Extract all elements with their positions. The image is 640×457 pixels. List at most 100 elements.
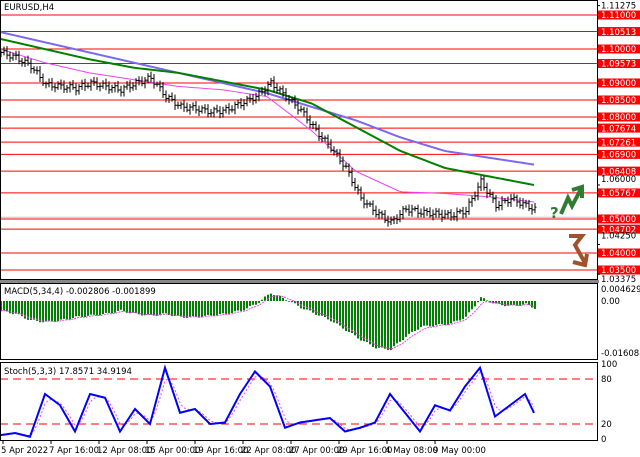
price-bar [101,80,105,89]
price-bar [47,78,51,88]
price-bar [398,209,402,223]
price-bar [161,82,165,98]
price-bar [533,202,537,214]
macd-panel-border [0,283,598,360]
price-bar [170,92,174,102]
price-bar [356,184,360,195]
price-bar [137,76,141,86]
price-bar [80,79,84,90]
level-label-bg [598,166,640,176]
stoch-y-tick-label: 0 [601,435,606,445]
price-bar [233,101,237,115]
price-bar [443,209,447,220]
price-bar [281,85,285,98]
price-bar [206,104,210,118]
price-bar [488,189,492,197]
level-label: 1.06900 [601,151,636,161]
price-bar [158,80,162,92]
price-bar [164,90,168,103]
price-bar [176,101,180,109]
price-bar [314,121,318,132]
price-bar [236,99,240,109]
price-bar [131,82,135,91]
price-bar [59,79,63,90]
price-bar [41,73,45,86]
price-bar [422,206,426,218]
price-bar [323,135,327,142]
price-bar [497,200,501,211]
price-bar [410,204,414,217]
level-label-bg [598,149,640,159]
price-bar [302,106,306,117]
price-bar [167,94,171,103]
price-bar [299,105,303,113]
price-bar [11,52,15,61]
price-bar [476,182,480,201]
price-bar [470,196,474,207]
price-bar [143,76,147,89]
price-bar [218,106,222,119]
macd-title: MACD(5,34,4) -0.002806 -0.001899 [4,287,156,297]
level-label-bg [598,214,640,224]
price-bar [515,194,519,207]
price-bar [482,175,486,191]
price-bar [524,199,528,208]
price-bar [5,45,9,60]
price-bar [77,84,81,95]
level-label-bg [598,44,640,54]
price-bar [455,207,459,222]
price-bar [113,82,117,93]
price-bar [275,83,279,94]
price-bar [362,193,366,209]
price-bar [173,94,177,110]
price-bar [374,205,378,218]
price-bar [437,208,441,218]
price-bar [506,196,510,207]
price-bar [257,88,261,102]
level-label: 1.07261 [601,138,636,148]
x-tick-label: 7 Apr 16:00 [49,446,99,456]
price-bar [290,97,294,104]
level-label-bg [598,27,640,37]
panel-separator [0,280,599,283]
price-bar [521,198,525,210]
price-bar [479,175,483,192]
price-bar [311,121,315,130]
price-bar [344,162,348,169]
price-bar [260,86,264,95]
y-tick-label: 1.03375 [601,275,636,285]
price-bar [32,66,36,74]
stoch-panel [0,364,597,438]
price-bar [215,104,219,114]
price-bar [227,103,231,115]
price-bar [329,139,333,153]
y-tick-label: 1.06000 [601,175,636,185]
level-label: 1.10000 [601,45,636,55]
price-bar [182,99,186,112]
price-bar [152,73,156,89]
forecast-up-arrow-icon: ? [550,184,584,222]
x-tick-label: 19 Apr 16:00 [193,446,248,456]
macd-signal-line [0,295,536,350]
price-bar [254,92,258,104]
price-bar [191,102,195,111]
macd-y-tick-label: 0.004629 [601,285,640,295]
price-bar [128,80,132,93]
stoch-title: Stoch(5,3,3) 17.8571 34.9194 [4,367,132,377]
price-bar [485,182,489,199]
stoch-y-tick-label: 80 [601,375,612,385]
price-bar [371,200,375,216]
level-label: 1.09000 [601,79,636,89]
price-bar [194,101,198,114]
price-bar [17,50,21,65]
x-tick-label: 5 Apr 2022 [1,446,48,456]
moving-average-line [0,37,535,186]
price-bar [239,98,243,109]
price-bar [8,51,12,63]
level-label-bg [598,123,640,133]
level-label: 1.04000 [601,249,636,259]
level-label: 1.09573 [601,60,636,70]
